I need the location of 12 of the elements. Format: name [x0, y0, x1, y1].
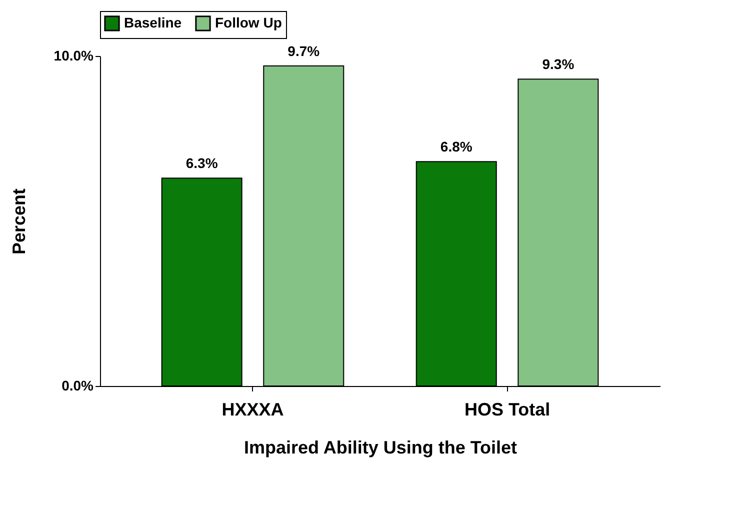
legend-label: Follow Up — [215, 14, 282, 30]
data-label: 6.8% — [440, 138, 473, 155]
data-label: 6.3% — [186, 155, 218, 172]
data-label: 9.3% — [542, 56, 575, 72]
x-tick-label: HXXXA — [222, 400, 284, 420]
y-tick-label: 0.0% — [62, 378, 94, 394]
legend-label: Baseline — [124, 14, 182, 30]
y-tick-label: 10.0% — [54, 48, 94, 64]
data-label: 9.7% — [288, 42, 320, 59]
x-tick-label: HOS Total — [464, 400, 550, 420]
y-axis-title: Percent — [8, 188, 29, 255]
x-axis-title: Impaired Ability Using the Toilet — [244, 438, 518, 458]
